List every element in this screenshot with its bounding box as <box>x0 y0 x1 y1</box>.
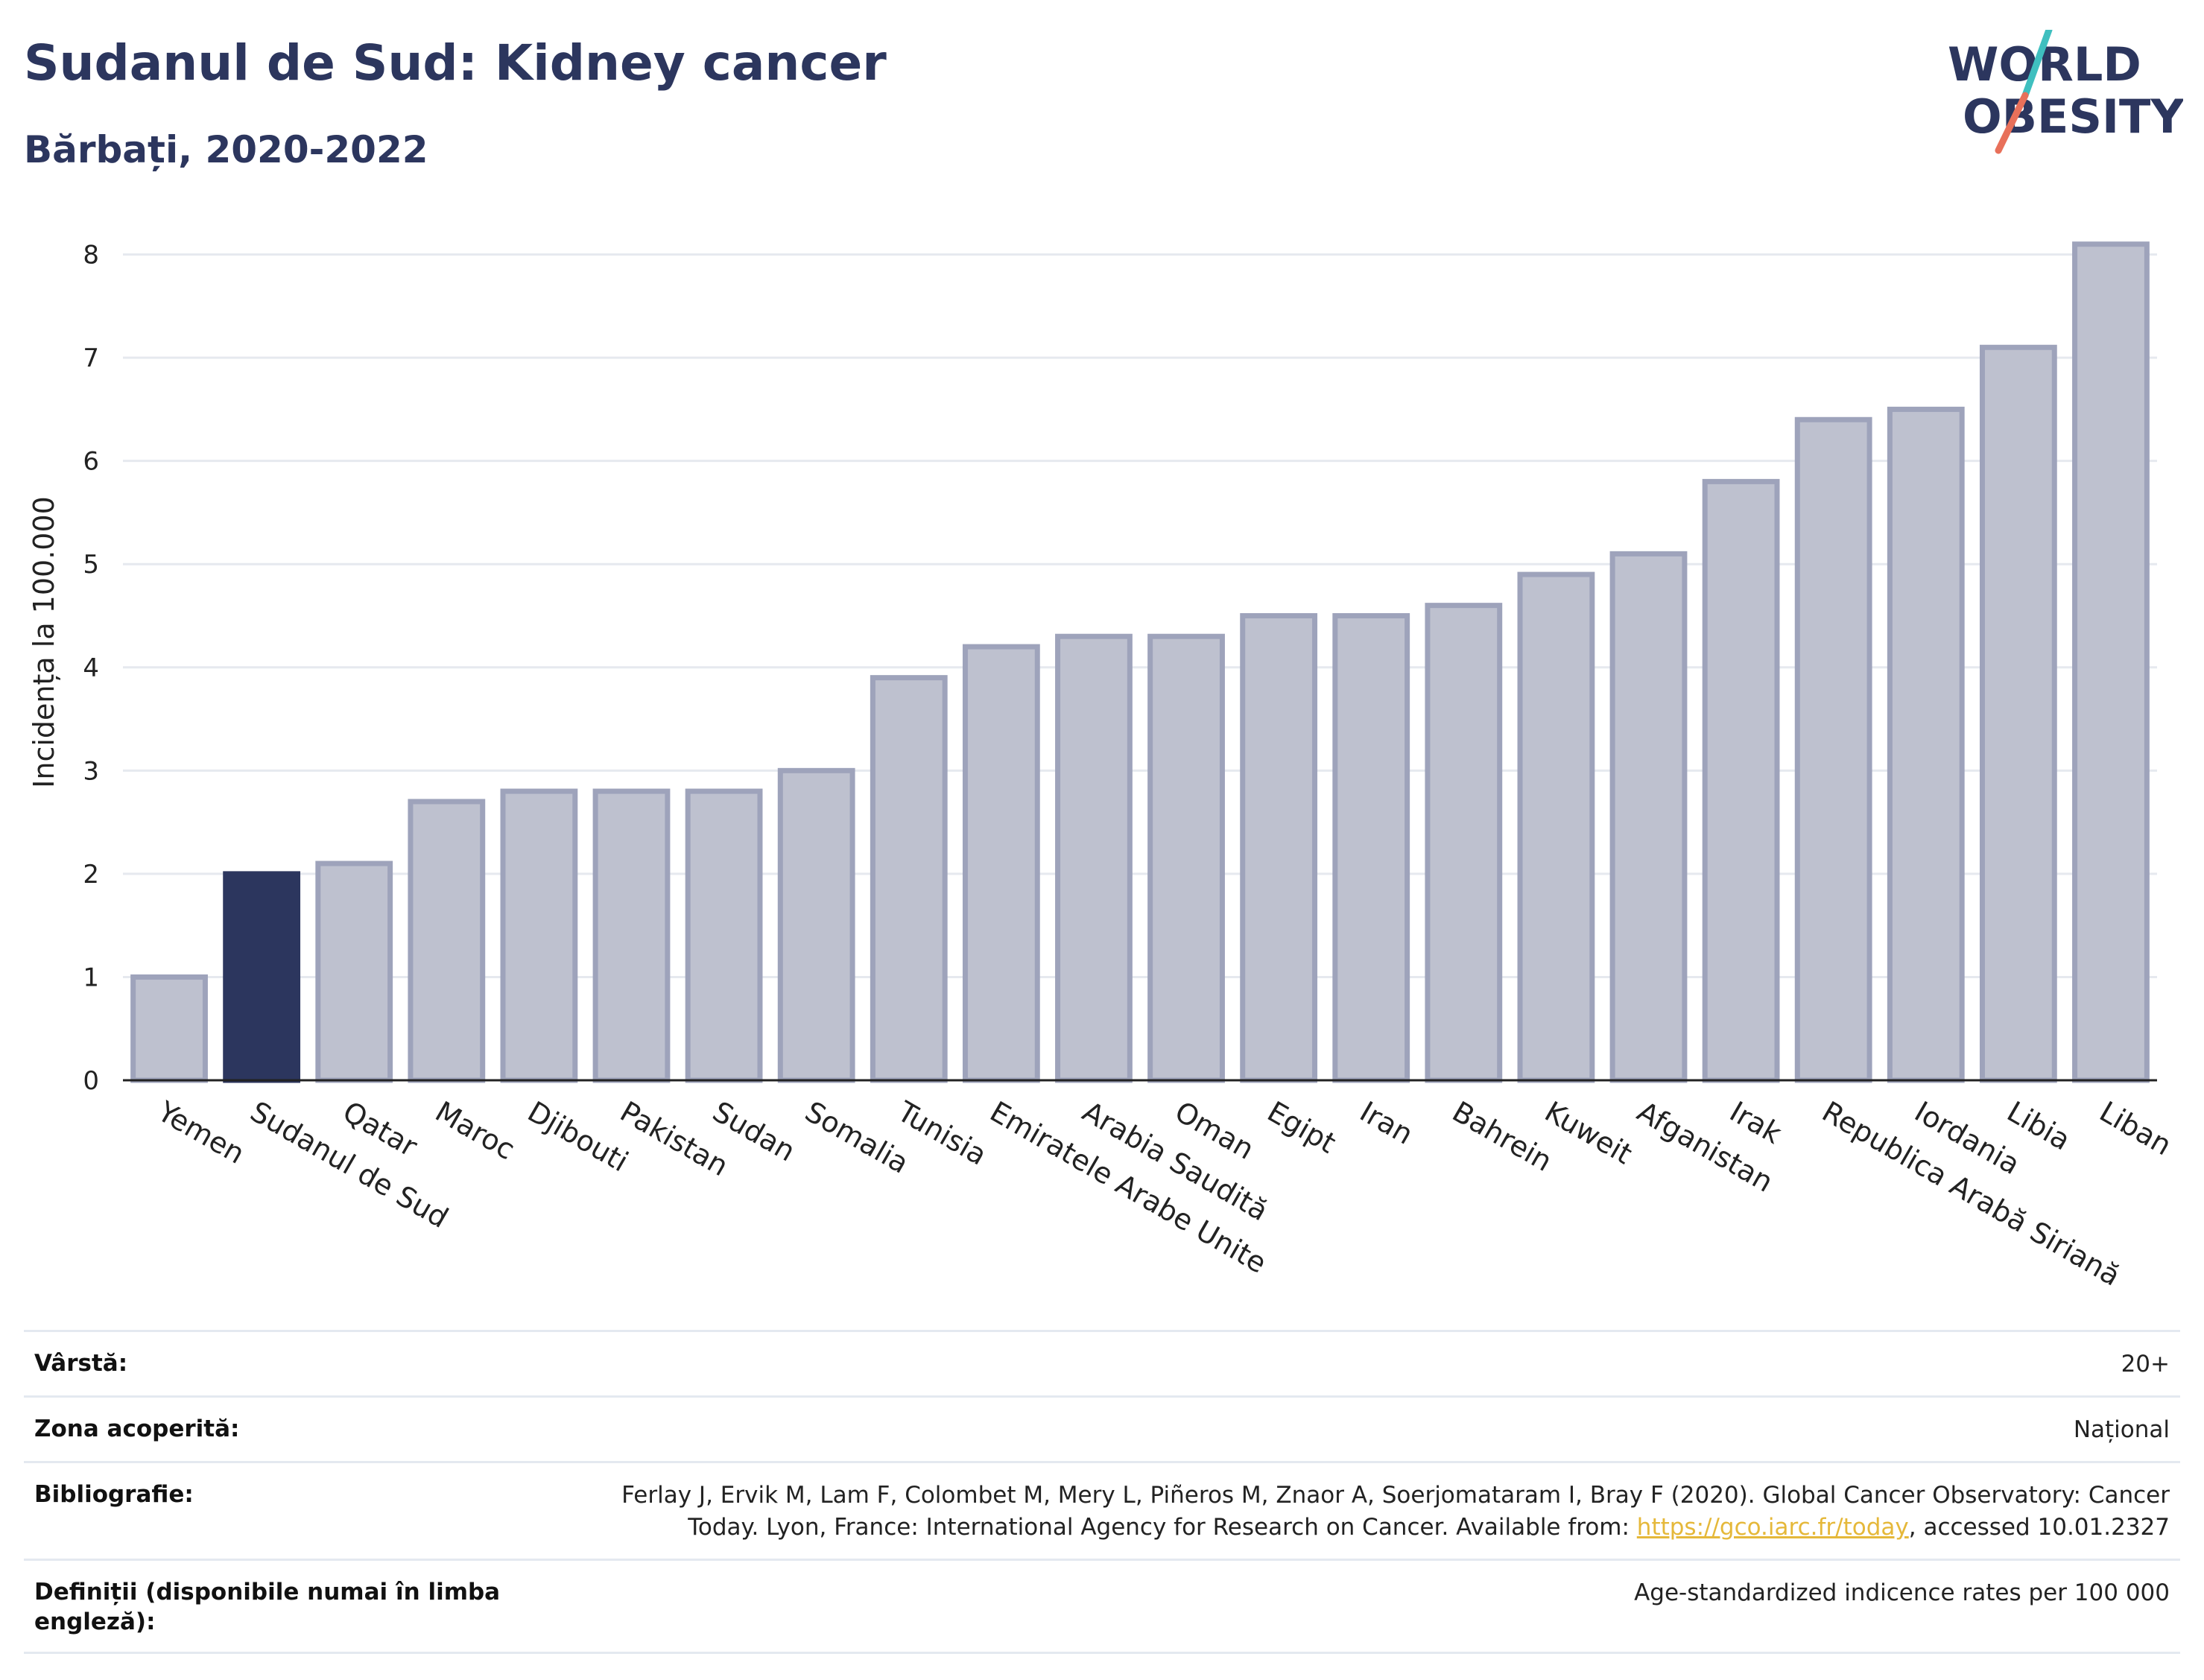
bibliography-value: Ferlay J, Ervik M, Lam F, Colombet M, Me… <box>621 1480 2170 1544</box>
bar <box>1794 416 1872 1083</box>
x-tick-label: Somalia <box>799 1095 914 1180</box>
page-title: Sudanul de Sud: Kidney cancer <box>24 34 887 92</box>
bar <box>1332 613 1410 1083</box>
info-table: Vârstă: 20+ Zona acoperită: Național Bib… <box>24 1330 2180 1654</box>
bibliography-link[interactable]: https://gco.iarc.fr/today <box>1636 1514 1909 1541</box>
bar <box>685 788 763 1083</box>
x-tick-label: Maroc <box>430 1095 521 1167</box>
y-tick-label: 2 <box>83 860 99 890</box>
info-row-bibliography: Bibliografie: Ferlay J, Ervik M, Lam F, … <box>24 1461 2180 1559</box>
bibliography-accessed: , accessed 10.01.2327 <box>1908 1514 2170 1541</box>
bar <box>1055 633 1133 1083</box>
bar <box>1979 344 2057 1083</box>
definitions-value: Age-standardized indicence rates per 100… <box>1634 1579 2170 1606</box>
y-tick-label: 6 <box>83 447 99 477</box>
y-tick-label: 8 <box>83 241 99 270</box>
bar <box>1517 571 1595 1083</box>
x-tick-label: Egipt <box>1262 1095 1342 1160</box>
info-row-age: Vârstă: 20+ <box>24 1330 2180 1395</box>
bibliography-label: Bibliografie: <box>34 1481 194 1508</box>
y-tick-label: 3 <box>83 756 99 786</box>
x-tick-label: Irak <box>1724 1095 1787 1150</box>
bar <box>1425 603 1503 1083</box>
y-tick-label: 7 <box>83 343 99 373</box>
bar <box>1147 633 1225 1083</box>
bar <box>1887 406 1965 1083</box>
y-axis-title: Incidența la 100.000 <box>28 496 60 788</box>
info-row-definitions: Definiții (disponibile numai în limba en… <box>24 1559 2180 1654</box>
bar-layer <box>130 241 2150 1083</box>
x-tick-label: Iran <box>1355 1095 1419 1151</box>
world-obesity-logo: WORLD OBESITY <box>1948 30 2183 154</box>
x-tick-label: Yemen <box>152 1094 250 1170</box>
age-label: Vârstă: <box>34 1350 128 1377</box>
definitions-label: Definiții (disponibile numai în limba en… <box>34 1579 501 1635</box>
y-tick-label: 5 <box>83 550 99 580</box>
logo-slash-bottom <box>1995 92 2029 154</box>
x-tick-label: Djibouti <box>522 1095 634 1179</box>
x-tick-label: Bahrein <box>1447 1095 1558 1178</box>
y-tick-label: 4 <box>83 653 99 683</box>
x-tick-label: Kuweit <box>1539 1095 1638 1171</box>
bar <box>1702 478 1780 1083</box>
bar <box>408 799 486 1083</box>
age-value: 20+ <box>2121 1351 2170 1378</box>
logo-line-2: OBESITY <box>1963 89 2183 144</box>
logo-slash-top <box>2021 30 2053 99</box>
bar <box>592 788 671 1083</box>
bibliography-line-1: Ferlay J, Ervik M, Lam F, Colombet M, Me… <box>621 1482 2170 1509</box>
bar <box>500 788 578 1083</box>
bar <box>223 871 301 1083</box>
y-tick-label: 1 <box>83 963 99 992</box>
bar <box>777 767 855 1083</box>
page-subtitle: Bărbați, 2020-2022 <box>24 128 428 171</box>
bar <box>315 860 393 1083</box>
bar <box>130 974 208 1083</box>
bar <box>1240 613 1318 1083</box>
info-row-area: Zona acoperită: Național <box>24 1395 2180 1461</box>
y-tick-label: 0 <box>83 1066 99 1096</box>
bar <box>870 675 948 1083</box>
bar <box>2072 241 2150 1083</box>
area-label: Zona acoperită: <box>34 1416 240 1442</box>
bibliography-line-2: Today. Lyon, France: International Agenc… <box>688 1514 1637 1541</box>
bar <box>962 644 1040 1083</box>
bar <box>1609 551 1688 1083</box>
x-tick-label: Liban <box>2094 1095 2176 1162</box>
area-value: Național <box>2073 1416 2170 1443</box>
